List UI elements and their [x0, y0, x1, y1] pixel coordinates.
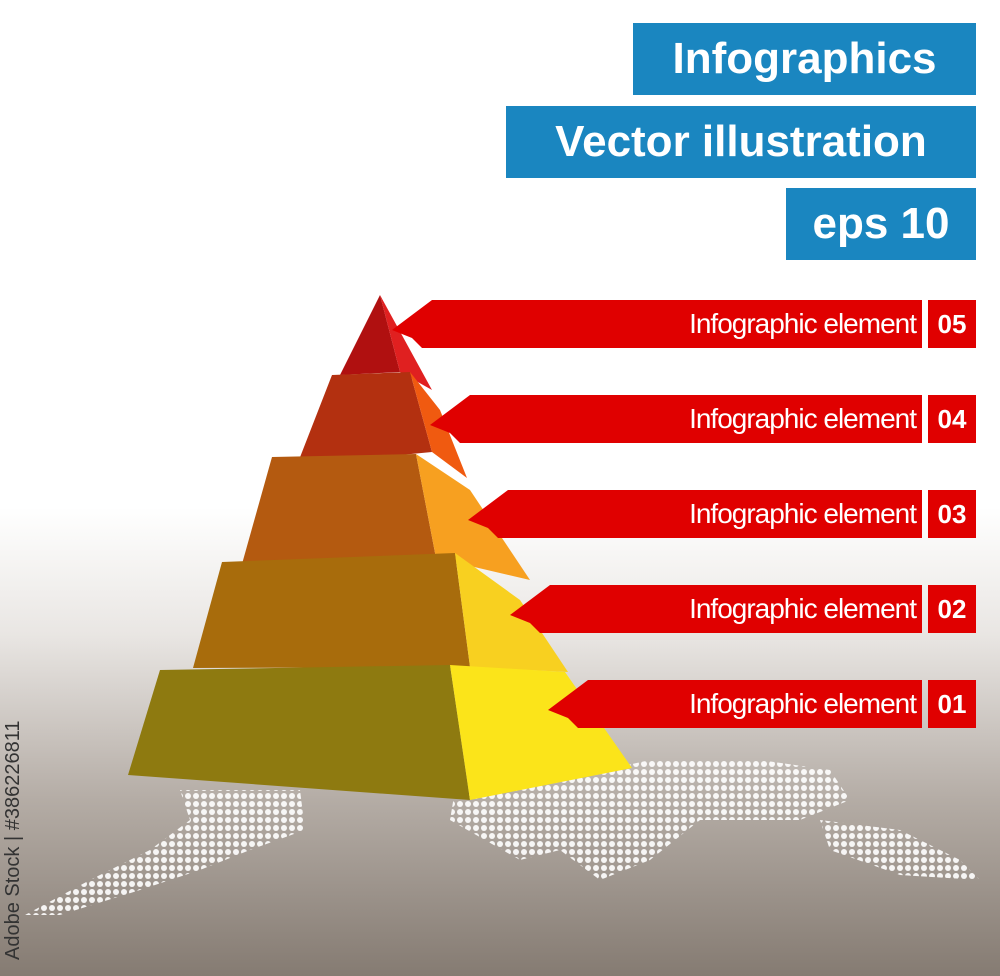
- ribbon-02: [510, 585, 922, 633]
- pyramid-front-face: [128, 665, 470, 800]
- ribbon-label: Infographic element: [689, 498, 917, 529]
- ribbon-number: 04: [928, 395, 976, 443]
- ribbon-number: 05: [928, 300, 976, 348]
- pyramid-front-face: [193, 553, 470, 668]
- pyramid-front-face: [340, 295, 400, 375]
- ribbon-04: [430, 395, 922, 443]
- pyramid-front-face: [297, 372, 432, 465]
- pyramid-level-02: [193, 553, 568, 672]
- ribbon-number: 03: [928, 490, 976, 538]
- world-map: [25, 760, 980, 915]
- pyramid-front-face: [242, 454, 436, 564]
- pyramid-level-01: [128, 665, 632, 800]
- pyramid-side-face: [455, 553, 568, 672]
- ribbon-label: Infographic element: [689, 403, 917, 434]
- ribbon-03: [468, 490, 922, 538]
- ribbon-01: [548, 680, 922, 728]
- pyramid: [128, 295, 632, 800]
- pyramid-side-face: [380, 295, 432, 390]
- title-infographics: Infographics: [633, 23, 976, 95]
- ribbon-label: Infographic element: [689, 308, 917, 339]
- ribbon-label: Infographic element: [689, 593, 917, 624]
- pyramid-side-face: [450, 665, 632, 800]
- watermark: Adobe Stock | #386226811: [2, 720, 24, 960]
- title-eps: eps 10: [786, 188, 976, 260]
- ribbon-number: 01: [928, 680, 976, 728]
- title-vector-illustration: Vector illustration: [506, 106, 976, 178]
- ribbon-05: [392, 300, 922, 348]
- ribbon-number: 02: [928, 585, 976, 633]
- ribbons: [392, 300, 922, 728]
- ribbon-label: Infographic element: [689, 688, 917, 719]
- pyramid-level-05: [340, 295, 432, 390]
